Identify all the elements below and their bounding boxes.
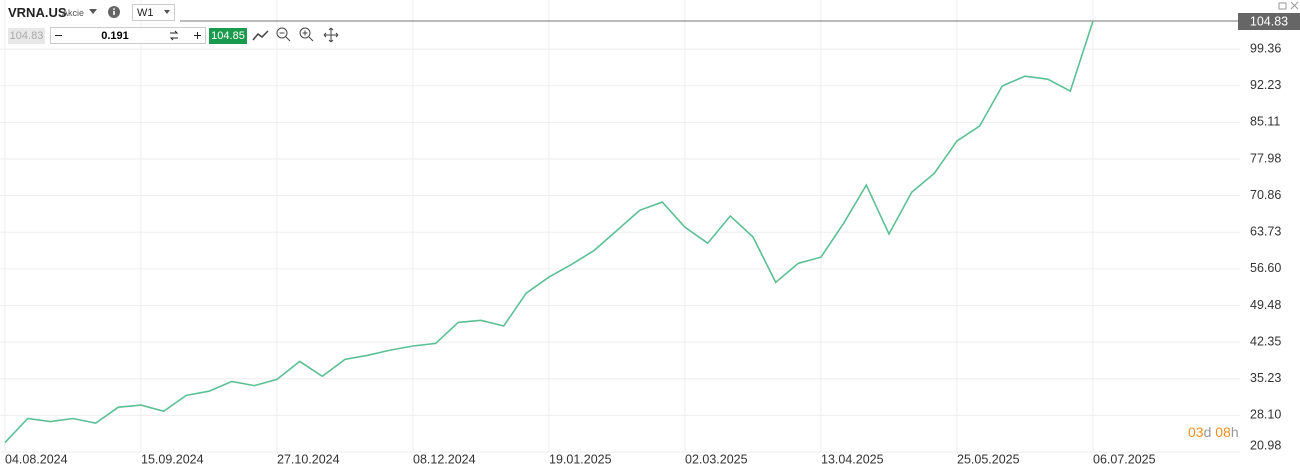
x-tick-label: 15.09.2024: [141, 452, 204, 466]
x-tick-label: 06.07.2025: [1093, 452, 1156, 466]
y-tick-label: 49.48: [1250, 298, 1281, 312]
price-label-box: [1238, 13, 1300, 30]
countdown-hours: 08: [1215, 424, 1231, 440]
volume[interactable]: 0.191: [101, 30, 129, 42]
y-tick-label: 70.86: [1250, 188, 1281, 202]
x-tick-label: 08.12.2024: [413, 452, 476, 466]
timeframe[interactable]: W1: [137, 7, 154, 19]
y-tick-label: 35.23: [1250, 371, 1281, 385]
x-tick-label: 25.05.2025: [957, 452, 1020, 466]
price-series: [4, 20, 1094, 444]
countdown: 03d 08h: [1188, 424, 1239, 440]
y-tick-label: 42.35: [1250, 334, 1281, 348]
y-tick-label: 99.36: [1250, 41, 1281, 55]
countdown-hours-unit: h: [1230, 424, 1239, 440]
price-label: 104.83: [1250, 14, 1288, 28]
y-tick-label: 63.73: [1250, 225, 1281, 239]
bid-price[interactable]: 104.83: [8, 28, 45, 44]
y-tick-label: 92.23: [1250, 78, 1281, 92]
y-tick-label: 20.98: [1250, 438, 1281, 452]
x-tick-label: 13.04.2025: [821, 452, 884, 466]
y-tick-label: 85.11: [1250, 115, 1280, 129]
ask-price[interactable]: 104.85: [209, 28, 247, 44]
x-tick-label: 04.08.2024: [5, 452, 68, 466]
close-icon[interactable]: [1290, 1, 1299, 10]
x-tick-label: 19.01.2025: [549, 452, 612, 466]
x-tick-label: 27.10.2024: [277, 452, 340, 466]
y-tick-label: 56.60: [1250, 261, 1281, 275]
instrument-type: Akcie: [62, 8, 85, 18]
countdown-days-unit: d: [1203, 424, 1212, 440]
symbol[interactable]: VRNA.US: [8, 5, 67, 20]
countdown-days: 03: [1188, 424, 1204, 440]
y-tick-label: 77.98: [1250, 151, 1281, 165]
y-tick-label: 28.10: [1250, 408, 1281, 422]
maximize-icon[interactable]: [1278, 2, 1287, 10]
x-tick-label: 02.03.2025: [685, 452, 748, 466]
